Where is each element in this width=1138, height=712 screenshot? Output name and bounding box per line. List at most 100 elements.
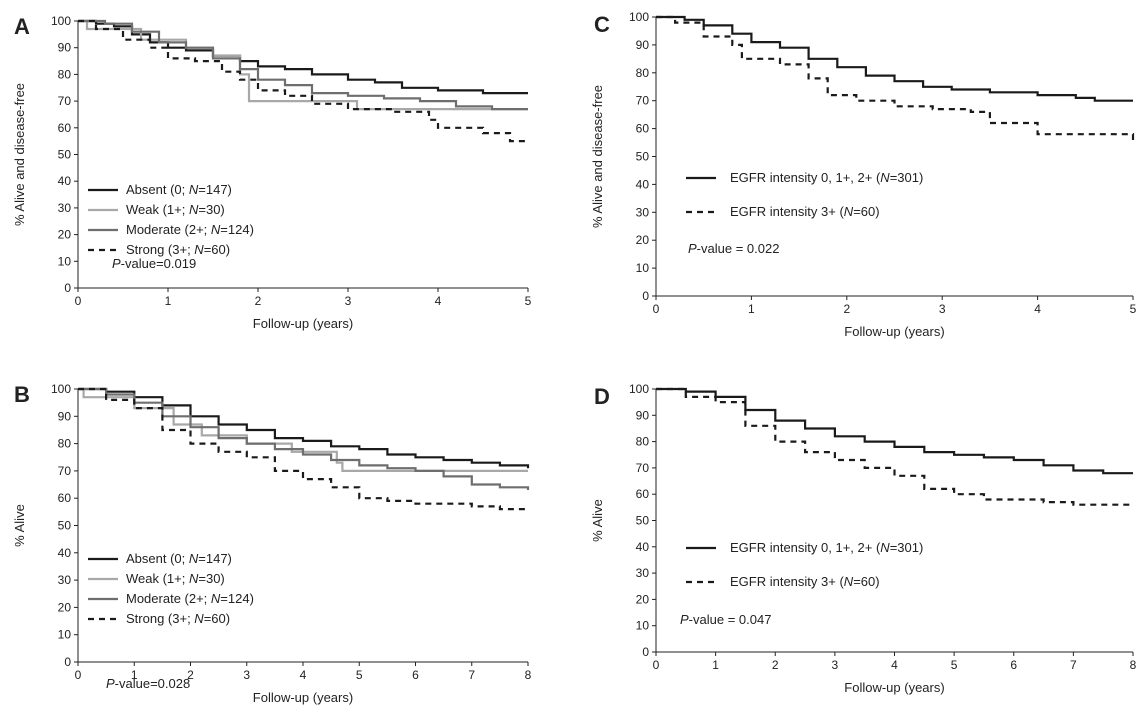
y-tick-label: 50 [636, 150, 650, 164]
x-tick-label: 2 [255, 294, 262, 308]
x-tick-label: 4 [1034, 302, 1041, 316]
p-value-text: -value = 0.047 [689, 612, 772, 627]
y-tick-label: 40 [636, 177, 650, 191]
x-tick-label: 7 [1070, 658, 1077, 672]
x-tick-label: 3 [345, 294, 352, 308]
y-tick-label: 30 [636, 566, 650, 580]
x-axis-label: Follow-up (years) [844, 324, 944, 339]
y-tick-label: 60 [58, 491, 72, 505]
legend-label-part: =124) [220, 222, 254, 237]
x-tick-label: 0 [653, 658, 660, 672]
legend-label: Absent (0; N=147) [126, 551, 232, 566]
p-value-text: -value = 0.022 [697, 241, 780, 256]
legend-label-n: N [844, 204, 854, 219]
legend-label: Moderate (2+; N=124) [126, 222, 254, 237]
y-tick-label: 90 [636, 408, 650, 422]
legend-label-part: Moderate (2+; [126, 591, 211, 606]
y-tick-label: 80 [58, 437, 72, 451]
legend-label-part: Strong (3+; [126, 611, 194, 626]
legend-label: Moderate (2+; N=124) [126, 591, 254, 606]
x-axis-label: Follow-up (years) [253, 316, 353, 331]
y-tick-label: 0 [642, 645, 649, 659]
x-tick-label: 6 [412, 668, 419, 682]
y-tick-label: 100 [51, 382, 71, 396]
y-tick-label: 80 [58, 67, 72, 81]
legend-label-part: =30) [198, 202, 224, 217]
legend-item: EGFR intensity 3+ (N=60) [686, 204, 880, 219]
panel-letter: D [594, 384, 610, 409]
legend-label-part: =60) [204, 611, 230, 626]
legend-label-part: EGFR intensity 3+ ( [730, 204, 844, 219]
y-tick-label: 10 [58, 628, 72, 642]
y-tick-label: 10 [636, 261, 650, 275]
x-tick-label: 8 [525, 668, 532, 682]
legend-label-n: N [211, 591, 221, 606]
y-tick-label: 0 [64, 655, 71, 669]
series-line-1 [78, 387, 530, 469]
series-line-3 [78, 19, 528, 111]
legend-label-n: N [189, 571, 199, 586]
x-tick-label: 5 [951, 658, 958, 672]
legend-item: Strong (3+; N=60) [88, 611, 230, 626]
y-tick-label: 0 [64, 281, 71, 295]
x-tick-label: 5 [1130, 302, 1137, 316]
legend-item: Absent (0; N=147) [88, 551, 232, 566]
legend-label-n: N [189, 202, 199, 217]
legend-label-part: =60) [204, 242, 230, 257]
y-tick-label: 20 [636, 592, 650, 606]
legend-label-n: N [880, 170, 890, 185]
y-tick-label: 80 [636, 66, 650, 80]
y-axis-label: % Alive and disease-free [12, 83, 27, 226]
x-tick-label: 0 [75, 294, 82, 308]
x-tick-label: 0 [653, 302, 660, 316]
p-value-annotation: P-value=0.028 [106, 676, 190, 691]
p-value-italic: P [106, 676, 115, 691]
y-tick-label: 70 [636, 94, 650, 108]
legend-label: EGFR intensity 3+ (N=60) [730, 574, 880, 589]
y-tick-label: 0 [642, 289, 649, 303]
legend-label: Strong (3+; N=60) [126, 242, 230, 257]
y-tick-label: 20 [636, 233, 650, 247]
y-axis-label: % Alive [590, 499, 605, 542]
p-value-annotation: P-value = 0.047 [680, 612, 771, 627]
p-value-annotation: P-value=0.019 [112, 256, 196, 271]
legend-item: Weak (1+; N=30) [88, 202, 225, 217]
legend-label: Weak (1+; N=30) [126, 571, 225, 586]
legend-label: Absent (0; N=147) [126, 182, 232, 197]
legend-label-n: N [880, 540, 890, 555]
y-tick-label: 50 [58, 148, 72, 162]
x-tick-label: 3 [939, 302, 946, 316]
legend-label-part: =60) [853, 574, 879, 589]
y-tick-label: 60 [58, 121, 72, 135]
y-tick-label: 10 [636, 619, 650, 633]
legend-label-n: N [194, 611, 204, 626]
x-axis-label: Follow-up (years) [253, 690, 353, 705]
y-tick-label: 30 [58, 201, 72, 215]
y-tick-label: 70 [58, 94, 72, 108]
legend-item: Weak (1+; N=30) [88, 571, 225, 586]
x-tick-label: 3 [243, 668, 250, 682]
legend-item: EGFR intensity 0, 1+, 2+ (N=301) [686, 170, 923, 185]
x-tick-label: 2 [772, 658, 779, 672]
series-line-4 [78, 19, 528, 143]
panel-b: B 0 10 20 30 40 50 60 70 80 90 100 0 1 2 3 4 5 6 7 8 Follow-u… [12, 382, 532, 705]
y-axis-label: % Alive [12, 504, 27, 547]
series-line-2 [656, 15, 1135, 143]
legend-label: EGFR intensity 0, 1+, 2+ (N=301) [730, 540, 923, 555]
x-tick-label: 1 [748, 302, 755, 316]
y-tick-label: 80 [636, 435, 650, 449]
p-value-text: -value=0.028 [115, 676, 191, 691]
p-value-text: -value=0.019 [121, 256, 197, 271]
panel-letter: C [594, 12, 610, 37]
x-tick-label: 8 [1130, 658, 1137, 672]
series-line-1 [656, 387, 1133, 475]
legend-label-part: =124) [220, 591, 254, 606]
y-tick-label: 40 [58, 174, 72, 188]
y-tick-label: 90 [58, 41, 72, 55]
legend-label-n: N [189, 551, 199, 566]
y-tick-label: 50 [636, 514, 650, 528]
y-tick-label: 90 [636, 38, 650, 52]
legend-item: Moderate (2+; N=124) [88, 222, 254, 237]
y-tick-label: 60 [636, 122, 650, 136]
panel-d: D 0 10 20 30 40 50 60 70 80 90 100 0 1 2 3 4 5 6 7 8 Follow-u… [590, 382, 1137, 695]
